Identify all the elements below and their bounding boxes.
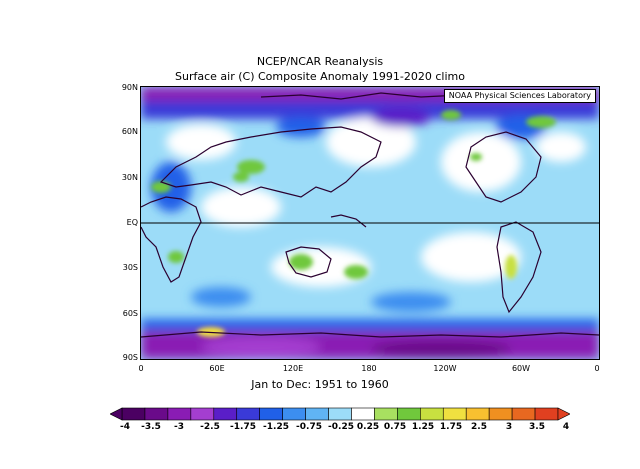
colorbar-min-arrow <box>110 407 123 421</box>
colorbar <box>110 407 570 421</box>
colorbar-swatch <box>305 407 329 421</box>
colorbar-label: -3 <box>174 422 184 432</box>
colorbar-label: -4 <box>120 422 130 432</box>
colorbar-swatch <box>511 407 536 421</box>
colorbar-swatch <box>397 407 421 421</box>
lon-label-180: 180 <box>361 364 377 373</box>
lon-label-60w: 60W <box>511 364 531 373</box>
anomaly-field <box>141 87 599 359</box>
lon-label-0-west: 0 <box>138 364 144 373</box>
colorbar-swatch <box>121 407 146 421</box>
colorbar-swatch <box>236 407 260 421</box>
lat-label-30s: 30S <box>122 263 138 272</box>
colorbar-label: 2.5 <box>471 422 487 432</box>
colorbar-swatch <box>282 407 306 421</box>
colorbar-swatch <box>534 407 559 421</box>
colorbar-swatch <box>144 407 169 421</box>
lat-label-60n: 60N <box>121 127 138 136</box>
colorbar-label: 3.5 <box>529 422 545 432</box>
colorbar-swatch <box>213 407 238 421</box>
colorbar-swatch <box>420 407 444 421</box>
colorbar-label: -2.5 <box>200 422 220 432</box>
colorbar-swatch <box>190 407 215 421</box>
colorbar-label: 1.75 <box>439 422 463 432</box>
lon-label-0-east: 0 <box>594 364 600 373</box>
lat-label-60s: 60S <box>122 309 138 318</box>
lon-label-120w: 120W <box>433 364 457 373</box>
colorbar-swatch <box>167 407 192 421</box>
colorbar-label: 1.25 <box>411 422 435 432</box>
colorbar-swatch <box>351 407 375 421</box>
colorbar-label: 4 <box>562 422 570 432</box>
colorbar-label: 3 <box>505 422 513 432</box>
colorbar-swatch <box>442 407 467 421</box>
chart-subtitle: Surface air (C) Composite Anomaly 1991-2… <box>175 70 465 83</box>
colorbar-label: -1.75 <box>230 422 256 432</box>
lon-label-60e: 60E <box>209 364 225 373</box>
colorbar-swatch <box>259 407 283 421</box>
colorbar-label: 0.25 <box>356 422 380 432</box>
colorbar-swatch <box>328 407 352 421</box>
colorbar-label: -0.75 <box>296 422 322 432</box>
colorbar-swatch <box>488 407 513 421</box>
anomaly-map: NOAA Physical Sciences Laboratory <box>140 86 600 360</box>
lat-label-90s: 90S <box>122 353 138 362</box>
lon-label-120e: 120E <box>282 364 304 373</box>
colorbar-label: 0.75 <box>383 422 407 432</box>
colorbar-label: -3.5 <box>141 422 161 432</box>
colorbar-max-arrow <box>557 407 570 421</box>
lat-label-30n: 30N <box>121 173 138 182</box>
colorbar-label: -0.25 <box>328 422 354 432</box>
lat-label-90n: 90N <box>121 83 138 92</box>
colorbar-swatch <box>374 407 398 421</box>
colorbar-swatch <box>465 407 490 421</box>
period-label: Jan to Dec: 1951 to 1960 <box>251 378 389 391</box>
credit-label: NOAA Physical Sciences Laboratory <box>443 89 596 103</box>
chart-title: NCEP/NCAR Reanalysis <box>256 55 384 68</box>
colorbar-label: -1.25 <box>263 422 289 432</box>
lat-label-eq: EQ <box>126 218 138 227</box>
